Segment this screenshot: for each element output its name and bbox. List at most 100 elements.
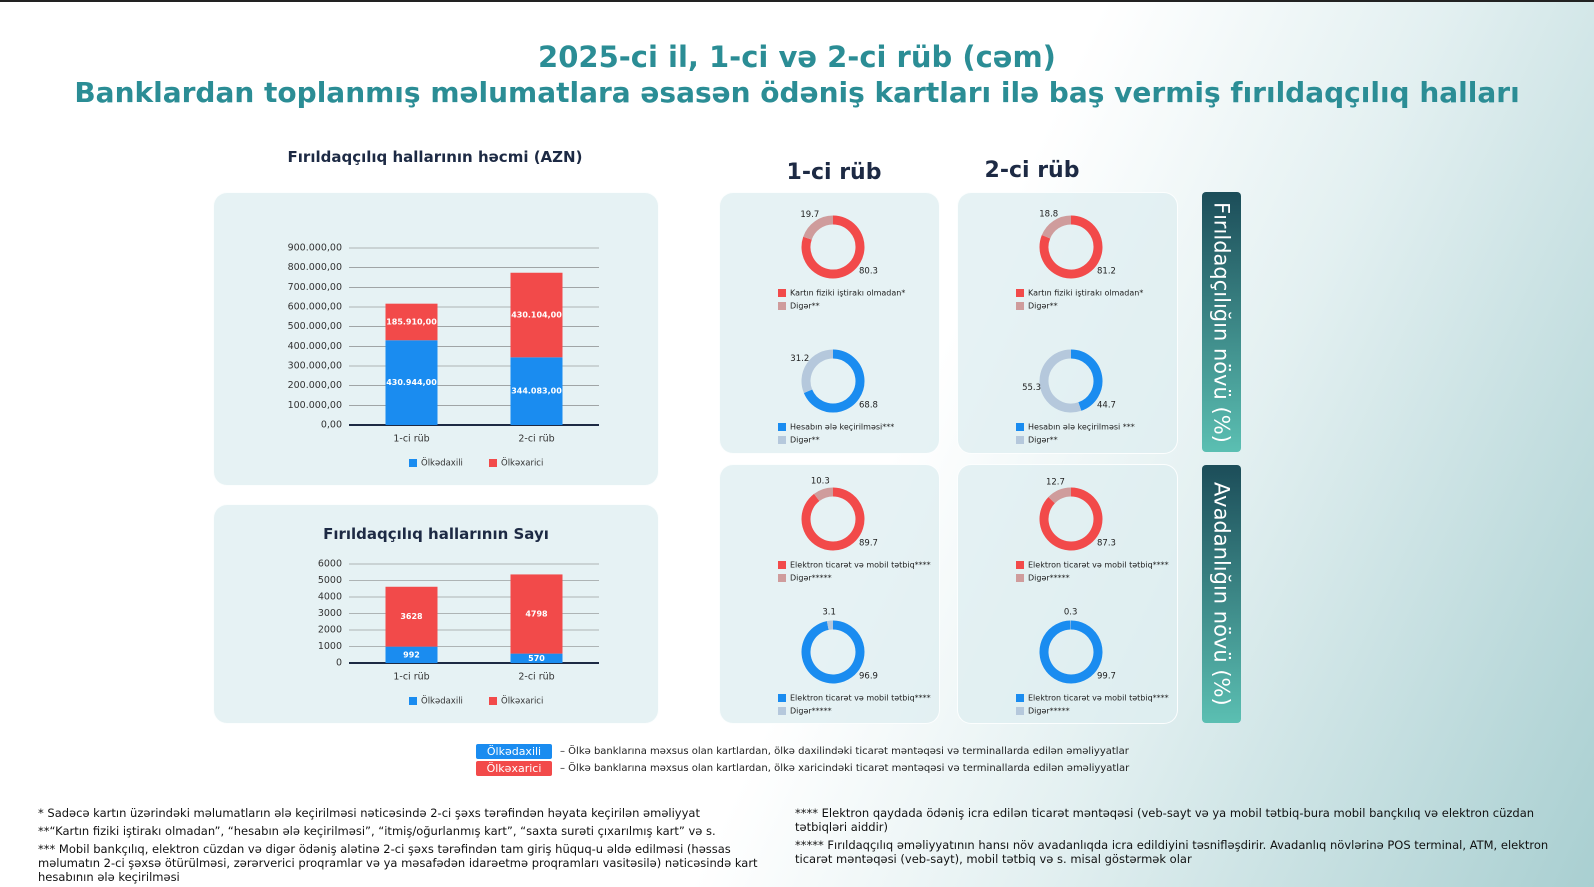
footnote: *** Mobil bankçılıq, elektron cüzdan və … <box>38 842 758 884</box>
donut-segment <box>803 349 865 413</box>
donut-chart: 81.2 18.8 Kartın fiziki iştirakı olmadan* D… <box>1016 209 1143 311</box>
legend-label: Elektron ticarət və mobil tətbiq**** <box>1028 694 1169 703</box>
value-label: 430.944,00 <box>386 378 437 387</box>
donut-segment <box>1039 487 1103 551</box>
legend-swatch <box>778 423 786 431</box>
legend-note: – Ölkə banklarına məxsus olan kartlardan… <box>560 763 1130 774</box>
y-tick-label: 600.000,00 <box>288 302 342 313</box>
panel: 87.3 12.7 Elektron ticarət və mobil tətbiq… <box>957 464 1178 724</box>
legend-label: Digər** <box>1028 302 1058 311</box>
value-label: 0.3 <box>1064 608 1078 618</box>
legend-label: Elektron ticarət və mobil tətbiq**** <box>790 694 931 703</box>
donut-segment <box>1070 349 1103 411</box>
legend-swatch <box>1016 574 1024 582</box>
y-tick-label: 200.000,00 <box>288 380 342 391</box>
bar-segment <box>385 586 438 647</box>
legend-swatch <box>409 459 417 467</box>
donut-segment <box>801 620 865 684</box>
legend-label: Ölkəxarici <box>501 458 543 469</box>
legend-swatch <box>778 694 786 702</box>
bar-chart: 0 1000 2000 3000 4000 5000 6000 1-ci rüb 992 3628… <box>318 559 599 707</box>
bar-segment <box>510 574 563 654</box>
donut-chart: 44.7 55.3 Hesabın ələ keçirilməsi *** Digər… <box>1016 349 1135 445</box>
value-label: 4798 <box>525 610 548 619</box>
value-label: 80.3 <box>859 267 878 277</box>
value-label: 68.8 <box>859 401 878 411</box>
panel: Fırıldaqçılıq hallarının Sayı 0 1000 2000 3… <box>213 504 659 724</box>
panel: 0,00 100.000,00 200.000,00 300.000,00 400.00… <box>213 192 659 486</box>
value-label: 10.3 <box>811 477 830 487</box>
legend-badge: Ölkədaxili <box>476 744 552 759</box>
donut-chart: 87.3 12.7 Elektron ticarət və mobil tətbiq… <box>1016 478 1169 583</box>
legend-label: Digər***** <box>1028 574 1070 583</box>
legend-label: Kartın fiziki iştirakı olmadan* <box>1028 289 1143 298</box>
value-label: 344.083,00 <box>511 387 562 396</box>
value-label: 19.7 <box>800 210 819 220</box>
value-label: 55.3 <box>1022 383 1041 393</box>
legend-swatch <box>1016 423 1024 431</box>
legend-swatch <box>778 561 786 569</box>
legend-label: Digər***** <box>790 707 832 716</box>
footnote: ***** Fırıldaqçılıq əməliyyatının hansı … <box>795 838 1549 866</box>
legend-label: Digər** <box>1028 436 1058 445</box>
donut-chart: 68.8 31.2 Hesabın ələ keçirilməsi*** Digər*… <box>778 349 894 445</box>
footnote: **** Elektron qaydada ödəniş icra edilən… <box>795 806 1535 834</box>
x-tick-label: 2-ci rüb <box>518 434 554 445</box>
legend-swatch <box>1016 436 1024 444</box>
bar-segment <box>385 646 438 663</box>
legend-swatch <box>1016 302 1024 310</box>
value-label: 87.3 <box>1097 539 1116 549</box>
legend-swatch <box>1016 707 1024 715</box>
legend-swatch <box>489 459 497 467</box>
legend-swatch <box>778 302 786 310</box>
side-label: Avadanlığın növü (%) <box>1202 465 1241 723</box>
panel: 80.3 19.7 Kartın fiziki iştirakı olmadan* D… <box>719 192 940 454</box>
donut-segment <box>814 487 834 502</box>
y-tick-label: 0,00 <box>321 420 342 431</box>
donut-chart: 99.7 0.3 Elektron ticarət və mobil tətbiq*… <box>1016 608 1169 716</box>
value-label: 3.1 <box>822 608 836 618</box>
footnotes: **** Elektron qaydada ödəniş icra edilən… <box>795 806 1555 870</box>
footnote: * Sadəcə kartın üzərindəki məlumatların … <box>38 806 700 820</box>
legend-swatch <box>1016 561 1024 569</box>
legend-swatch <box>778 436 786 444</box>
bar-segment <box>510 653 563 663</box>
legend-swatch <box>409 697 417 705</box>
bar-segment <box>510 357 563 425</box>
legend-label: Ölkəxarici <box>501 696 543 707</box>
legend-label: Elektron ticarət və mobil tətbiq**** <box>1028 561 1169 570</box>
donut-segment <box>801 487 865 551</box>
donut-segment <box>803 215 834 240</box>
y-tick-label: 700.000,00 <box>288 282 342 293</box>
footnote: **“Kartın fiziki iştirakı olmadan”, “hes… <box>38 824 716 838</box>
donut-segment <box>801 215 865 279</box>
title: 2025-ci il, 1-ci və 2-ci rüb (cəm) <box>538 40 1056 74</box>
donut-chart: 89.7 10.3 Elektron ticarət və mobil tətbiq… <box>778 477 931 583</box>
legend-label: Elektron ticarət və mobil tətbiq**** <box>790 561 931 570</box>
y-tick-label: 300.000,00 <box>288 361 342 372</box>
y-tick-label: 400.000,00 <box>288 341 342 352</box>
legend-label: Digər***** <box>1028 707 1070 716</box>
y-tick-label: 3000 <box>318 608 342 619</box>
y-tick-label: 900.000,00 <box>288 243 342 254</box>
legend-label: Ölkədaxili <box>421 696 463 707</box>
legend-note: – Ölkə banklarına məxsus olan kartlardan… <box>560 746 1129 757</box>
legend-label: Kartın fiziki iştirakı olmadan* <box>790 289 905 298</box>
bar-chart: 0,00 100.000,00 200.000,00 300.000,00 400.00… <box>288 243 599 469</box>
value-label: 570 <box>528 654 545 663</box>
legend-swatch <box>778 707 786 715</box>
value-label: 81.2 <box>1097 267 1116 277</box>
y-tick-label: 4000 <box>318 592 342 603</box>
quarter-label: 2-ci rüb <box>984 158 1080 183</box>
chart-title: Fırıldaqçılıq hallarının həcmi (AZN) <box>287 148 583 166</box>
quarter-label: 1-ci rüb <box>786 160 882 185</box>
subtitle: Banklardan toplanmış məlumatlara əsasən … <box>74 76 1520 109</box>
x-tick-label: 2-ci rüb <box>518 672 554 683</box>
value-label: 3628 <box>400 612 423 621</box>
panel: 81.2 18.8 Kartın fiziki iştirakı olmadan* D… <box>957 192 1178 454</box>
donut-segment <box>1048 487 1072 504</box>
bar-segment <box>385 340 438 425</box>
value-label: 99.7 <box>1097 672 1116 682</box>
y-tick-label: 500.000,00 <box>288 321 342 332</box>
legend-label: Digər** <box>790 436 820 445</box>
